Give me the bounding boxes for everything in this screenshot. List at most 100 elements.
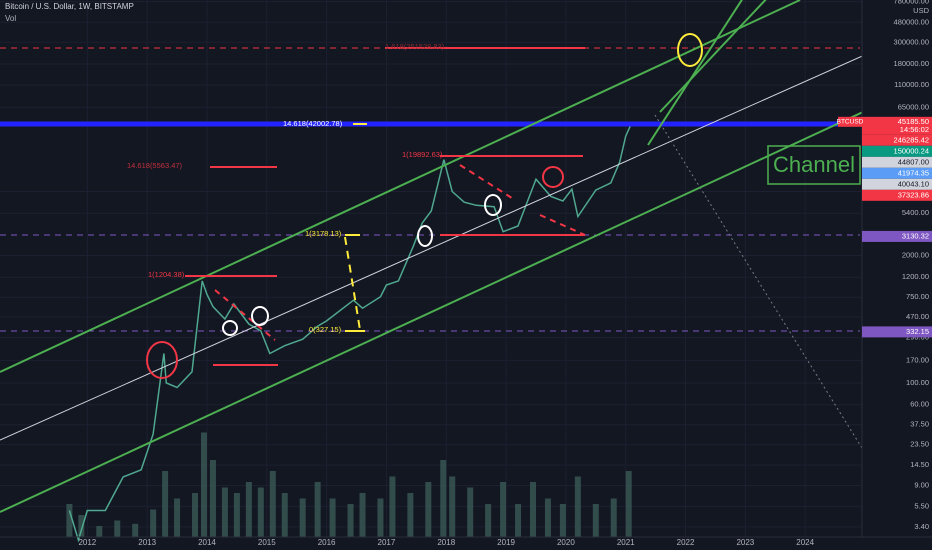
- y-tick-label: 60.00: [910, 400, 929, 409]
- circle: [542, 166, 564, 188]
- last-price-tag: [862, 116, 932, 135]
- annotation: 14.618(42002.78): [283, 119, 343, 128]
- channel-box: [767, 145, 861, 185]
- y-tick-label: 170.00: [906, 355, 929, 364]
- circle: [484, 194, 502, 216]
- volume-bar: [440, 460, 447, 537]
- price-tag: [862, 230, 932, 242]
- price-tag: [862, 156, 932, 168]
- annotation: 1(1204.38): [148, 270, 185, 279]
- y-tick-label: 480000.00: [894, 17, 929, 26]
- axis-labels: 780000.00 480000.00 300000.00 180000.00 1100…: [78, 0, 932, 547]
- annotation: 1(19892.63): [402, 150, 443, 159]
- volume-bar: [529, 482, 536, 537]
- volume-bar: [377, 498, 384, 537]
- x-tick-label: 2019: [497, 538, 515, 547]
- volume-bar: [359, 493, 366, 537]
- volume-bar: [150, 509, 157, 537]
- y-tick-label: 14.50: [910, 460, 929, 469]
- circle: [417, 225, 433, 247]
- volume-bar: [485, 504, 492, 537]
- volume-bar: [544, 498, 551, 537]
- volume-label: Vol: [5, 14, 16, 23]
- volume-bar: [281, 493, 288, 537]
- volume-bar: [162, 471, 169, 537]
- y-tick-label: 780000.00: [894, 0, 929, 6]
- circle: [677, 33, 703, 67]
- price-tag-label: 44807.00: [898, 157, 929, 166]
- y-unit: USD: [913, 6, 929, 15]
- x-tick-label: 2023: [736, 538, 754, 547]
- y-tick-label: 470.00: [906, 312, 929, 321]
- price-line: [68, 122, 633, 543]
- price-tag-label: 37323.86: [898, 190, 929, 199]
- y-tick-label: 1200.00: [902, 272, 929, 281]
- y-tick-label: 100.00: [906, 378, 929, 387]
- volume-bar: [347, 504, 354, 537]
- volume-bar: [221, 487, 228, 537]
- volume-bar: [200, 432, 207, 537]
- y-tick-label: 2000.00: [902, 250, 929, 259]
- annotation: 1(3178.13): [305, 229, 342, 238]
- volume-bar: [269, 471, 276, 537]
- chart-title: Bitcoin / U.S. Dollar, 1W, BITSTAMP: [5, 2, 134, 11]
- symbol-tag: [838, 116, 862, 127]
- drawings: [0, 0, 932, 513]
- price-tag: [862, 145, 932, 157]
- circle: [251, 306, 269, 326]
- price-tag-label: 40043.10: [898, 179, 929, 188]
- down-trend: [214, 289, 276, 341]
- volume-bar: [96, 526, 103, 537]
- down-trend: [539, 214, 586, 236]
- y-tick-label: 180000.00: [894, 59, 929, 68]
- volume-bar: [515, 504, 522, 537]
- price-tag: [862, 178, 932, 190]
- volume-bar: [209, 460, 216, 537]
- y-tick-label: 3.40: [914, 522, 929, 531]
- y-tick-label: 23.50: [910, 440, 929, 449]
- volume-bar: [114, 520, 121, 537]
- x-tick-label: 2013: [138, 538, 156, 547]
- y-tick-label: 37.50: [910, 420, 929, 429]
- volume-bar: [449, 476, 456, 537]
- y-tick-label: 110000.00: [894, 80, 929, 89]
- volume-bar: [174, 498, 181, 537]
- price-line: [68, 122, 633, 543]
- volume-bar: [66, 504, 73, 537]
- volume-bar: [299, 498, 306, 537]
- circle: [222, 320, 238, 336]
- price-tag-label: 3130.32: [902, 231, 929, 240]
- volume-bar: [233, 493, 240, 537]
- price-tag-label: 41974.35: [898, 168, 929, 177]
- x-tick-label: 2022: [677, 538, 695, 547]
- annotation: 14.618(5563.47): [127, 161, 183, 170]
- annotation: 1.618(251528.83): [385, 42, 445, 51]
- volume-bar: [500, 482, 507, 537]
- annotation: 0(327.15): [309, 325, 342, 334]
- volume-bar: [257, 487, 264, 537]
- y-tick-label: 9.00: [914, 480, 929, 489]
- x-tick-label: 2014: [198, 538, 216, 547]
- price-tag: [862, 189, 932, 201]
- price-tag: [862, 326, 932, 338]
- last-price-label: 45185.50: [898, 117, 929, 126]
- volume-bar: [192, 493, 199, 537]
- price-tag-label: 332.15: [906, 327, 929, 336]
- price-tag: [862, 134, 932, 146]
- volume-bar: [78, 515, 85, 537]
- volume-bar: [592, 504, 599, 537]
- x-tick-label: 2018: [437, 538, 455, 547]
- volume-bar: [425, 482, 432, 537]
- volume-bar: [574, 476, 581, 537]
- volume-bar: [467, 487, 474, 537]
- volume-bar: [559, 504, 566, 537]
- channel-lower: [0, 79, 932, 513]
- volume-bar: [329, 498, 336, 537]
- y-tick-label: 750.00: [906, 292, 929, 301]
- x-tick-label: 2017: [378, 538, 396, 547]
- price-axis: [862, 0, 932, 550]
- channel-label: Channel: [773, 152, 855, 177]
- circle: [146, 341, 178, 379]
